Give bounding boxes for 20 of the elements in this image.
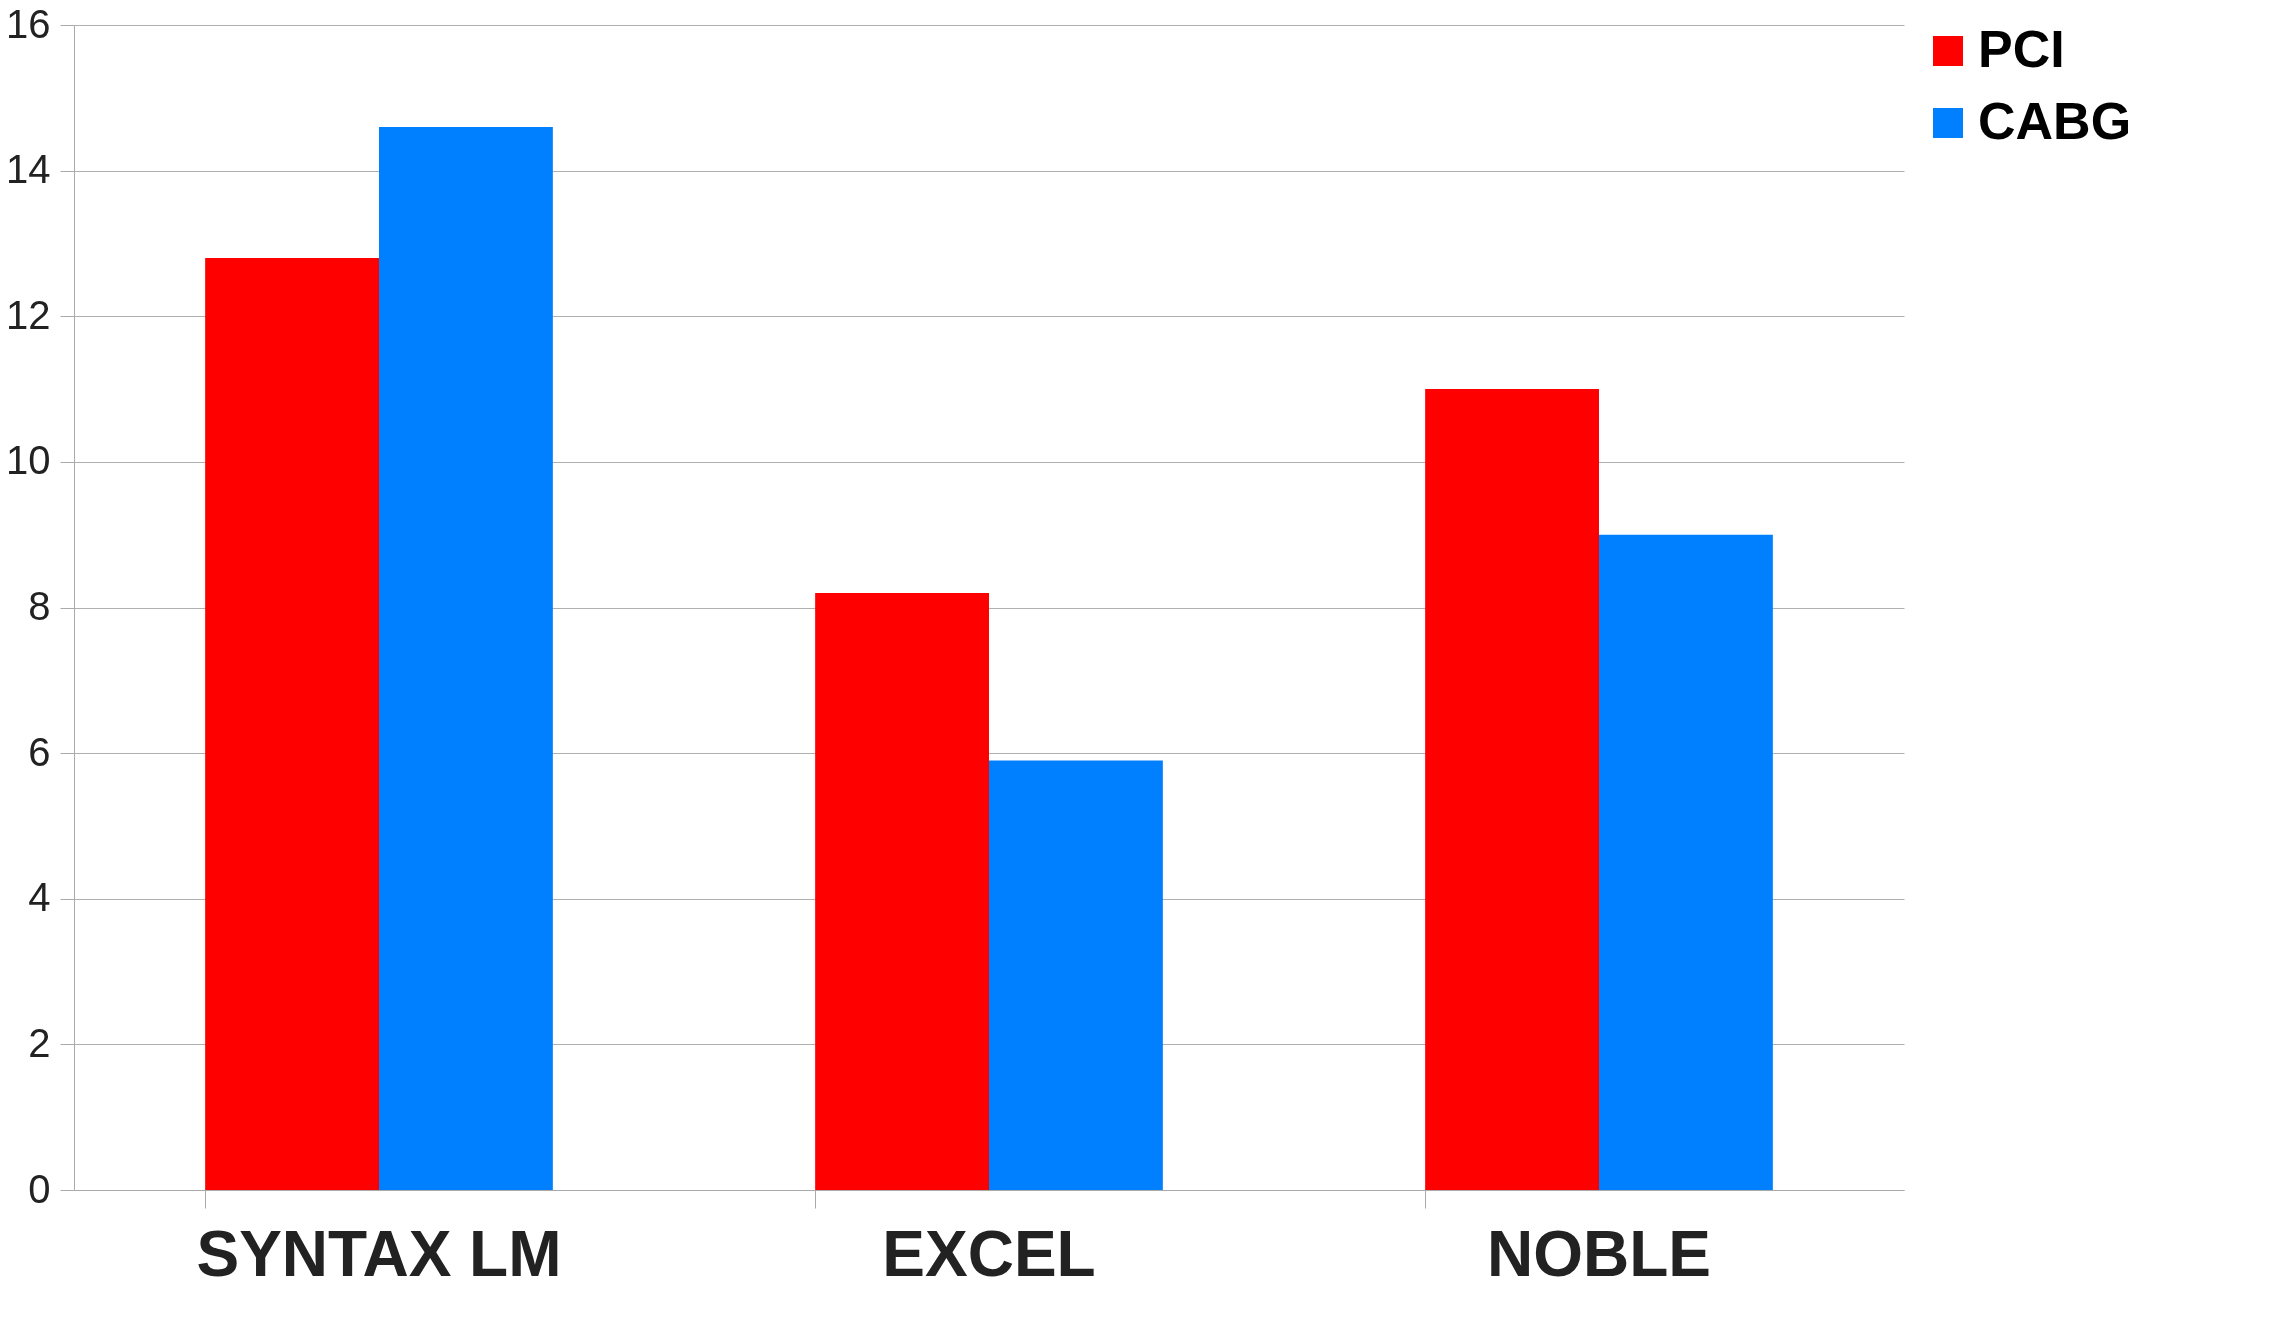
y-tick-label: 0 xyxy=(28,1166,51,1211)
bar xyxy=(1425,389,1599,1190)
y-tick-label: 16 xyxy=(6,1,51,46)
y-tick-label: 4 xyxy=(28,875,51,920)
y-tick-label: 14 xyxy=(6,147,51,192)
x-tick-label: NOBLE xyxy=(1487,1217,1711,1290)
legend-label: PCI xyxy=(1978,20,2065,78)
bar xyxy=(205,258,379,1190)
y-tick-label: 12 xyxy=(6,292,51,337)
y-tick-label: 2 xyxy=(28,1020,51,1065)
x-tick-label: EXCEL xyxy=(882,1217,1096,1290)
bar xyxy=(1599,534,1773,1190)
x-tick-label: SYNTAX LM xyxy=(196,1217,562,1290)
legend-label: CABG xyxy=(1978,92,2132,150)
y-tick-label: 8 xyxy=(28,584,51,628)
bar xyxy=(815,592,989,1190)
y-tick-label: 6 xyxy=(28,729,51,774)
y-tick-label: 10 xyxy=(6,438,51,483)
bar xyxy=(379,126,553,1190)
bar xyxy=(989,760,1163,1190)
